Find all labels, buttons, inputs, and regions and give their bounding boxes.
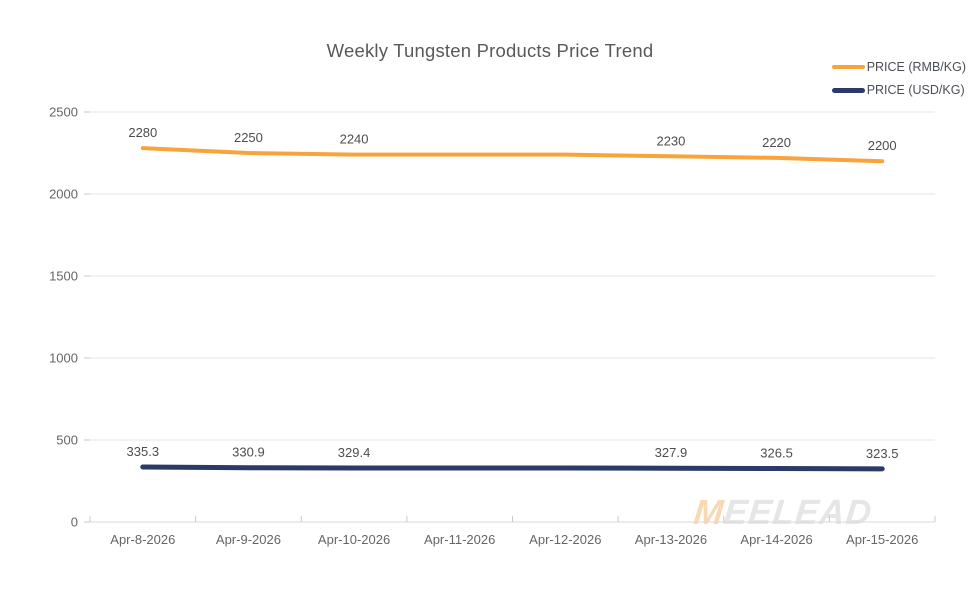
chart-title: Weekly Tungsten Products Price Trend bbox=[326, 40, 654, 61]
data-label: 326.5 bbox=[760, 445, 793, 460]
y-tick-label: 500 bbox=[56, 433, 78, 448]
legend-label-rmb: PRICE (RMB/KG) bbox=[866, 60, 966, 74]
y-tick-label: 2500 bbox=[49, 105, 78, 120]
data-label: 335.3 bbox=[127, 444, 160, 459]
x-tick-label: Apr-14-2026 bbox=[740, 532, 812, 547]
x-tick-label: Apr-8-2026 bbox=[110, 532, 175, 547]
series-line-usd bbox=[140, 464, 885, 472]
legend-label-usd: PRICE (USD/KG) bbox=[866, 83, 965, 97]
legend-swatch-rmb bbox=[831, 65, 865, 69]
legend-item-rmb: PRICE (RMB/KG) bbox=[831, 60, 966, 74]
legend: PRICE (RMB/KG) PRICE (USD/KG) bbox=[831, 60, 966, 97]
x-tick-label: Apr-11-2026 bbox=[424, 532, 495, 547]
series-line-rmb bbox=[140, 146, 885, 164]
legend-swatch-usd bbox=[831, 87, 865, 93]
data-label: 2220 bbox=[762, 135, 791, 150]
x-tick-label: Apr-15-2026 bbox=[846, 532, 918, 547]
data-label: 330.9 bbox=[232, 445, 265, 460]
data-label: 323.5 bbox=[866, 446, 899, 461]
y-tick-label: 0 bbox=[71, 515, 78, 530]
data-label: 2230 bbox=[656, 133, 685, 148]
data-label: 2200 bbox=[868, 138, 897, 153]
data-label: 327.9 bbox=[655, 445, 688, 460]
data-label: 2240 bbox=[340, 132, 369, 147]
legend-item-usd: PRICE (USD/KG) bbox=[831, 83, 965, 97]
x-tick-label: Apr-13-2026 bbox=[635, 532, 707, 547]
x-tick-label: Apr-9-2026 bbox=[216, 532, 281, 547]
y-tick-label: 1500 bbox=[49, 269, 78, 284]
data-label: 2250 bbox=[234, 130, 263, 145]
data-label: 2280 bbox=[128, 125, 157, 140]
y-tick-label: 1000 bbox=[49, 351, 78, 366]
x-tick-label: Apr-12-2026 bbox=[529, 532, 601, 547]
y-tick-label: 2000 bbox=[49, 187, 78, 202]
x-tick-label: Apr-10-2026 bbox=[318, 532, 390, 547]
data-label: 329.4 bbox=[338, 445, 371, 460]
